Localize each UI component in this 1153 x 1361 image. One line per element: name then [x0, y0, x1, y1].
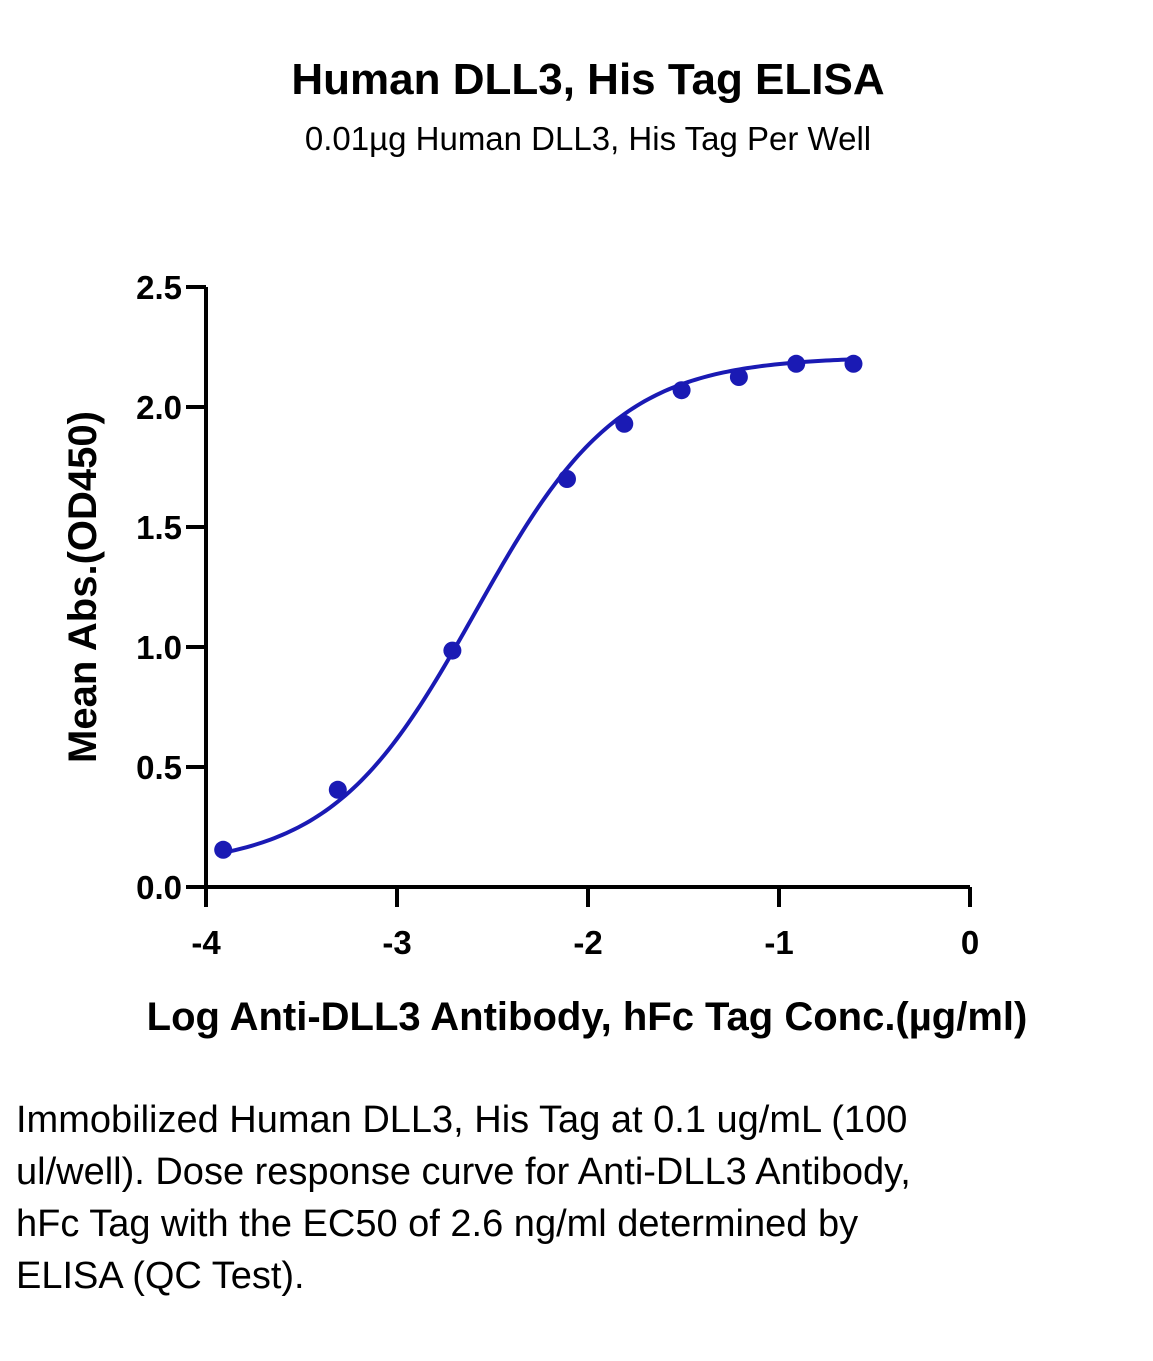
y-tick-label: 0.5 — [136, 749, 182, 786]
fit-curve — [222, 357, 854, 855]
data-points — [214, 354, 863, 859]
x-axis: -4 -3 -2 -1 0 — [191, 885, 979, 961]
y-tick-label: 2.0 — [136, 389, 182, 426]
x-tick-label: -2 — [573, 924, 602, 961]
data-point — [729, 368, 748, 386]
y-tick-label: 0.0 — [136, 869, 182, 906]
data-point — [672, 381, 691, 400]
data-point — [328, 780, 347, 799]
data-point — [443, 641, 462, 660]
data-point — [214, 840, 233, 859]
y-axis-label: Mean Abs.(OD450) — [61, 411, 105, 763]
chart-title: Human DLL3, His Tag ELISA — [291, 55, 884, 104]
data-point — [787, 354, 806, 373]
x-tick-label: 0 — [961, 924, 979, 961]
x-axis-label: Log Anti-DLL3 Antibody, hFc Tag Conc.(µg… — [147, 995, 1028, 1039]
y-tick-label: 2.5 — [136, 269, 182, 306]
figure-caption: Immobilized Human DLL3, His Tag at 0.1 u… — [16, 1099, 911, 1297]
data-point — [844, 354, 863, 373]
elisa-chart: Human DLL3, His Tag ELISA 0.01µg Human D… — [61, 55, 1028, 1039]
chart-subtitle: 0.01µg Human DLL3, His Tag Per Well — [305, 120, 871, 157]
data-point — [615, 414, 634, 433]
x-tick-label: -3 — [382, 924, 411, 961]
y-tick-label: 1.5 — [136, 509, 182, 546]
x-tick-label: -1 — [764, 924, 793, 961]
y-axis: 0.0 0.5 1.0 1.5 2.0 2.5 — [136, 269, 208, 906]
y-tick-label: 1.0 — [136, 629, 182, 666]
data-point — [557, 470, 576, 488]
x-tick-label: -4 — [191, 924, 221, 961]
